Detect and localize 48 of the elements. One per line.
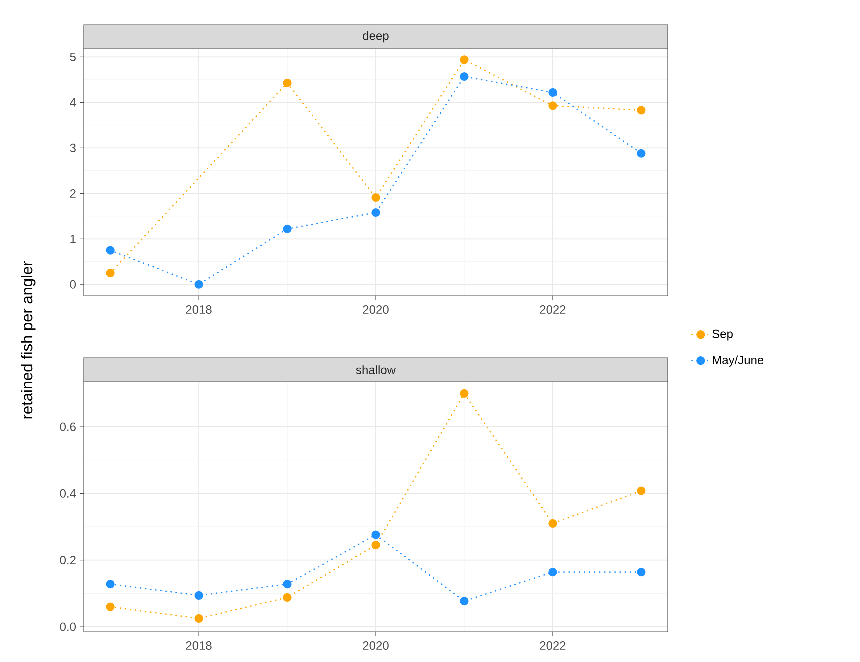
x-tick-label: 2020 (363, 642, 389, 650)
point (194, 614, 204, 623)
point (106, 268, 115, 278)
point (637, 486, 646, 496)
legend-label: Sep (712, 330, 733, 341)
y-tick-label: 2 (70, 189, 76, 198)
chart-title: deep (363, 31, 389, 43)
point (372, 541, 380, 550)
y-tick-label: 0.0 (60, 622, 76, 632)
y-tick-label: 3 (70, 144, 76, 152)
y-tick-label: 0 (70, 280, 76, 289)
y-tick-label: 0.2 (60, 556, 76, 565)
point (283, 580, 292, 589)
point (637, 149, 646, 158)
y-tick-label: 0.4 (60, 489, 76, 498)
y-tick-label: 1 (70, 235, 76, 244)
point (548, 88, 558, 97)
point (106, 602, 115, 612)
point (283, 78, 292, 88)
point (194, 280, 204, 289)
point (194, 591, 204, 600)
point (637, 568, 646, 577)
point (106, 246, 115, 255)
x-tick-label: 2018 (186, 642, 212, 650)
x-tick-label: 2020 (363, 306, 389, 314)
y-tick-label: 5 (70, 53, 76, 62)
chart-title: shallow (356, 366, 396, 374)
y-tick-label: 4 (70, 98, 76, 107)
point (106, 580, 115, 589)
x-tick-label: 2022 (540, 306, 566, 314)
point (283, 224, 292, 234)
point (460, 56, 469, 64)
point (460, 389, 469, 398)
point (372, 193, 380, 202)
y-tick-label: 0.6 (60, 422, 76, 432)
y-axis-title: retained fish per angler (21, 261, 36, 419)
point (548, 568, 558, 577)
point (372, 530, 380, 540)
point (637, 106, 646, 115)
point (548, 102, 558, 110)
point (460, 72, 469, 82)
legend-label: May/June (713, 356, 764, 367)
point (548, 519, 558, 528)
x-tick-label: 2018 (186, 306, 212, 314)
point (460, 597, 469, 606)
point (283, 593, 292, 602)
x-tick-label: 2022 (540, 642, 566, 650)
point (372, 208, 380, 218)
